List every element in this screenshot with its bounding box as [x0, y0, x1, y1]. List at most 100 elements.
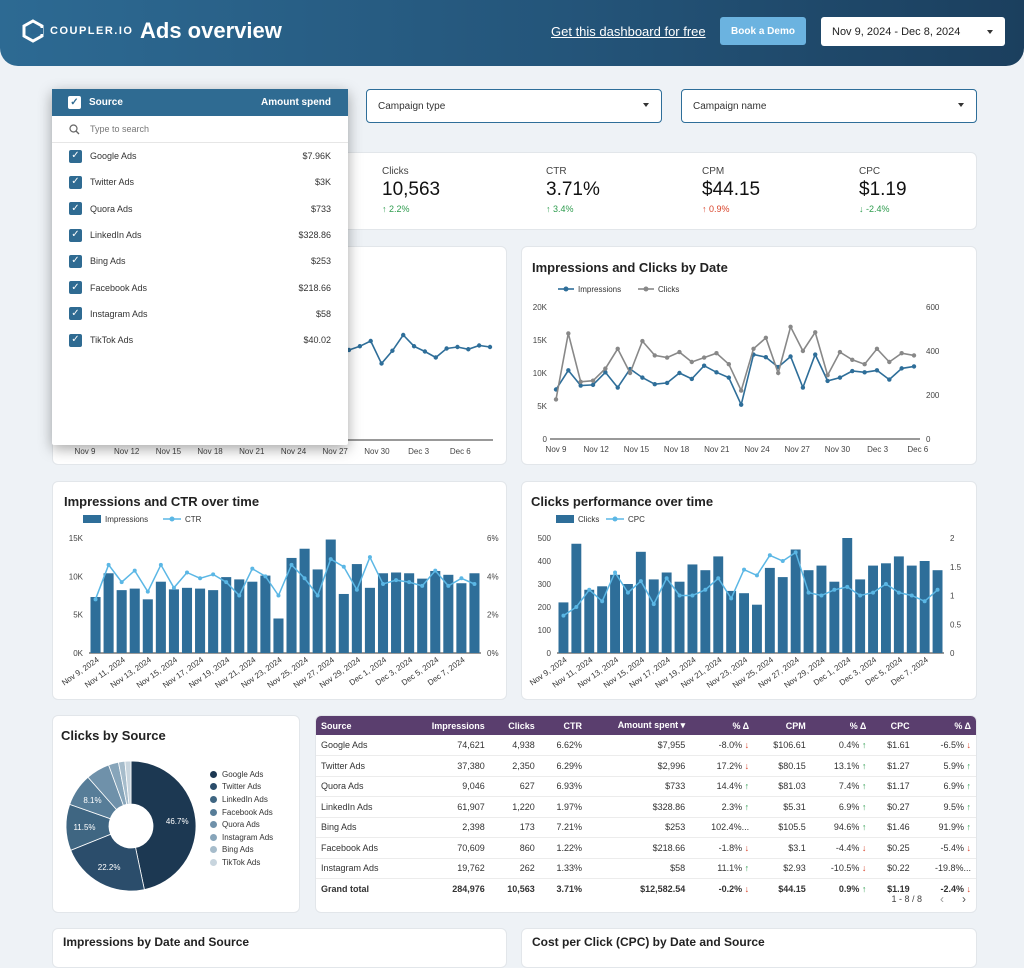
- column-header[interactable]: % Δ: [914, 716, 976, 735]
- x-tick-label: Nov 15: [624, 445, 650, 454]
- legend-swatch: [210, 858, 217, 866]
- source-option[interactable]: ✓ Quora Ads $733: [52, 196, 348, 222]
- get-dashboard-link[interactable]: Get this dashboard for free: [551, 24, 706, 39]
- source-search[interactable]: Type to search: [52, 116, 348, 143]
- table-cell: LinkedIn Ads: [316, 796, 406, 818]
- table-row[interactable]: Facebook Ads 70,609 860 1.22% $218.66 -1.8% ↓…: [316, 837, 976, 859]
- source-name: LinkedIn Ads: [90, 230, 142, 241]
- source-option[interactable]: ✓ Google Ads $7.96K: [52, 143, 348, 169]
- impressions-point: [862, 370, 867, 375]
- column-header[interactable]: % Δ: [690, 716, 755, 735]
- source-amount: $733: [310, 203, 331, 214]
- table-cell: 94.6% ↑: [810, 817, 872, 838]
- checkbox-icon[interactable]: ✓: [69, 307, 82, 321]
- line-point: [613, 570, 618, 575]
- prev-page-icon[interactable]: ‹: [940, 892, 944, 906]
- table-cell: 6.9% ↑: [914, 776, 976, 797]
- table-row[interactable]: Instagram Ads 19,762 262 1.33% $58 11.1% ↑ $2.…: [316, 858, 976, 879]
- book-demo-button[interactable]: Book a Demo: [720, 17, 806, 45]
- legend-swatch: [210, 770, 217, 778]
- table-row[interactable]: Quora Ads 9,046 627 6.93% $733 14.4% ↑ $81.03 7…: [316, 776, 976, 797]
- impressions-point: [433, 355, 438, 360]
- source-option[interactable]: ✓ Twitter Ads $3K: [52, 169, 348, 195]
- campaign-type-filter[interactable]: Campaign type: [366, 89, 662, 123]
- column-header[interactable]: Impressions: [405, 716, 490, 735]
- bar: [391, 572, 402, 653]
- legend-label: Clicks: [578, 515, 599, 524]
- table-cell: 37,380: [405, 755, 490, 777]
- x-tick-label: Dec 3: [408, 447, 429, 456]
- source-option[interactable]: ✓ Instagram Ads $58: [52, 301, 348, 327]
- impressions-point: [701, 363, 707, 368]
- date-range-picker[interactable]: Nov 9, 2024 - Dec 8, 2024: [821, 17, 1005, 46]
- checkbox-icon[interactable]: ✓: [69, 202, 82, 216]
- column-header[interactable]: Clicks: [489, 716, 540, 735]
- table-row[interactable]: Twitter Ads 37,380 2,350 6.29% $2,996 17.2% ↓…: [316, 755, 976, 777]
- line-point: [276, 593, 281, 598]
- line-point: [871, 590, 876, 595]
- source-option[interactable]: ✓ TikTok Ads $40.02: [52, 327, 348, 353]
- table-cell: -5.4% ↓: [914, 837, 976, 859]
- clicks-point: [640, 338, 645, 344]
- source-dropdown[interactable]: ✓ Source Amount spend Type to search ✓ Go…: [52, 89, 348, 445]
- checkbox-icon[interactable]: ✓: [69, 281, 82, 295]
- impressions-point: [850, 368, 855, 374]
- bar: [932, 570, 943, 653]
- line-point: [145, 589, 150, 594]
- x-tick-label: Nov 21: [704, 445, 730, 454]
- table-cell: 17.2% ↓: [690, 755, 755, 777]
- bar: [648, 579, 659, 653]
- line-point: [909, 593, 914, 598]
- next-page-icon[interactable]: ›: [962, 892, 966, 906]
- column-header[interactable]: CTR: [539, 716, 588, 735]
- table-cell: 11.1% ↑: [690, 858, 755, 879]
- table-cell: -19.8%...: [914, 858, 976, 879]
- clicks-point: [776, 370, 781, 376]
- checkbox-icon[interactable]: ✓: [69, 149, 82, 163]
- clicks-point: [788, 324, 793, 329]
- checkbox-icon[interactable]: ✓: [69, 175, 82, 189]
- column-header[interactable]: CPC: [871, 716, 915, 735]
- campaign-name-filter[interactable]: Campaign name: [681, 89, 977, 123]
- impressions-point: [368, 338, 373, 344]
- legend-label: Instagram Ads: [222, 832, 274, 842]
- source-option[interactable]: ✓ LinkedIn Ads $328.86: [52, 222, 348, 248]
- select-all-checkbox[interactable]: ✓: [68, 96, 81, 109]
- column-header[interactable]: Source: [316, 716, 406, 735]
- table-cell: $12,582.54: [640, 884, 686, 894]
- table-row[interactable]: LinkedIn Ads 61,907 1,220 1.97% $328.86 2.3% …: [316, 796, 976, 818]
- line-point: [302, 576, 307, 581]
- source-option[interactable]: ✓ Facebook Ads $218.66: [52, 274, 348, 300]
- source-dropdown-header[interactable]: ✓ Source Amount spend: [52, 89, 348, 116]
- table-cell: $218.66: [587, 837, 691, 859]
- line-point: [716, 576, 721, 581]
- table-cell: -10.5% ↓: [810, 858, 872, 879]
- bar: [726, 590, 737, 653]
- column-header[interactable]: % Δ: [810, 716, 872, 735]
- pie-slice-label: 11.5%: [73, 823, 95, 832]
- table-row[interactable]: Google Ads 74,621 4,938 6.62% $7,955 -8.0% ↓ $…: [316, 735, 976, 756]
- bar: [430, 570, 441, 653]
- source-option[interactable]: ✓ Bing Ads $253: [52, 248, 348, 274]
- table-cell: 61,907: [405, 796, 490, 818]
- bar: [816, 565, 827, 653]
- legend-item: Google Ads: [210, 768, 273, 781]
- table-cell: Quora Ads: [316, 776, 406, 797]
- checkbox-icon[interactable]: ✓: [69, 254, 82, 268]
- legend-item: Quora Ads: [210, 818, 273, 831]
- checkbox-icon[interactable]: ✓: [69, 228, 82, 242]
- column-header[interactable]: Amount spent ▾: [587, 716, 691, 735]
- line-point: [600, 599, 605, 604]
- coupler-logo[interactable]: COUPLER.IO: [22, 19, 133, 43]
- table-cell: 6.29%: [539, 755, 588, 777]
- table-row[interactable]: Bing Ads 2,398 173 7.21% $253 102.4%... $105.5…: [316, 817, 976, 838]
- impressions-point: [640, 375, 645, 380]
- impressions-point: [476, 343, 482, 348]
- impressions-point: [763, 354, 769, 360]
- table-cell: $2,996: [587, 755, 691, 777]
- bar: [116, 590, 127, 653]
- checkbox-icon[interactable]: ✓: [69, 333, 82, 347]
- line-point: [638, 579, 643, 584]
- column-header[interactable]: CPM: [754, 716, 811, 735]
- legend-label: CTR: [185, 515, 202, 524]
